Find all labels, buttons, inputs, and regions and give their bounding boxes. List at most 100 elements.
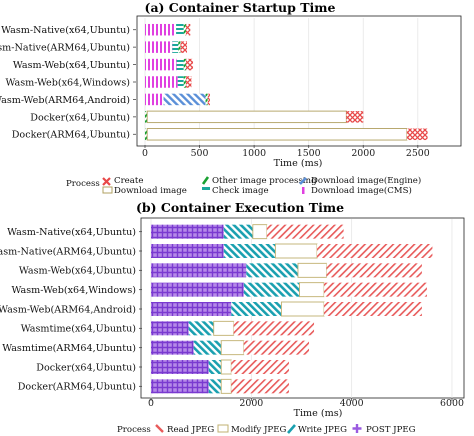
bar-segment-download-image-cms [145, 41, 173, 53]
category-label: Wasm-Web(x64,Windows) [5, 77, 130, 88]
bar-segment-other-image-processing [145, 111, 148, 123]
chart-title: (b) Container Execution Time [136, 200, 344, 215]
category-label: Wasmtime(x64,Ubuntu) [21, 324, 136, 335]
legend-item-post-jpeg: POST JPEG [352, 424, 416, 435]
bar-segment-create [346, 111, 364, 123]
legend: Process Create Download image Other imag… [66, 175, 421, 196]
bar-segment-create [406, 128, 428, 141]
bar-segment-modify-jpeg [280, 301, 325, 317]
bar-segment-download-image-cms [145, 58, 177, 71]
bar-segment-check-image [176, 23, 184, 36]
startup-chart: (a) Container Startup Time Wasm-Native(x… [0, 0, 462, 196]
bar-segment-read-jpeg [231, 379, 289, 394]
legend-title: Process [66, 179, 100, 189]
category-label: Wasm-Native(ARM64,Ubuntu) [0, 43, 130, 54]
read-jpeg-key [155, 424, 164, 433]
category-label: Wasm-Web(ARM64,Android) [0, 304, 136, 315]
modify-jpeg-key [217, 424, 229, 433]
category-label: Docker(x64,Ubuntu) [36, 362, 136, 373]
bar-segment-other-image-processing [178, 41, 181, 53]
legend-item-write-jpeg: Write JPEG [287, 424, 347, 435]
bar-segment-download-image-cms [145, 23, 177, 36]
bar-segment-write-jpeg [246, 263, 298, 278]
legend-label: Create [114, 176, 143, 186]
other-processing-key [201, 176, 210, 185]
bar-segment-other-image-processing [183, 58, 186, 71]
legend-item-download-image: Download image [102, 186, 187, 196]
bar-segment-create [207, 93, 210, 106]
bar-segment-modify-jpeg [220, 359, 232, 375]
write-jpeg-key [287, 424, 296, 434]
bar-segment-other-image-processing [183, 23, 186, 36]
x-tick-label: 6000 [440, 398, 464, 409]
bar-segment-modify-jpeg [213, 320, 235, 336]
bar-segment-download-image-cms [145, 76, 178, 88]
legend-label: Read JPEG [167, 425, 214, 435]
bars [145, 23, 428, 141]
x-tick-labels: 0 500 1000 1500 2000 2500 [142, 145, 430, 159]
create-key [102, 177, 111, 186]
category-labels: Wasm-Native(x64,Ubuntu) Wasm-Native(ARM64… [0, 25, 136, 141]
legend-item-download-engine: Download image(Engine) [299, 175, 421, 186]
x-tick-label: 2000 [239, 398, 263, 409]
x-tick-label: 0 [148, 398, 154, 409]
bar-segment-modify-jpeg [220, 340, 245, 356]
bar-segment-other-image-processing [205, 93, 208, 106]
bar-segment-read-jpeg [243, 340, 310, 355]
legend-item-download-cms: Download image(CMS) [302, 185, 412, 196]
legend-item-modify-jpeg: Modify JPEG [217, 424, 286, 435]
bar-segment-read-jpeg [317, 244, 433, 258]
legend-label: Other image processing [212, 176, 317, 186]
bar-segment-post-jpeg [151, 360, 209, 374]
bar-segment-read-jpeg [324, 302, 422, 316]
x-tick-label: 0 [142, 148, 148, 159]
check-image-key [202, 187, 210, 190]
category-label: Wasm-Native(ARM64,Ubuntu) [0, 246, 136, 257]
bar-segment-write-jpeg [208, 379, 222, 394]
execution-chart: (b) Container Execution Time Wasm-Native… [0, 200, 465, 435]
bar-segment-post-jpeg [151, 379, 209, 394]
bars [151, 224, 433, 394]
category-label: Docker(ARM64,Ubuntu) [12, 130, 130, 141]
bar-segment-download-image-cms [145, 93, 164, 106]
legend-item-create: Create [102, 176, 143, 186]
bar-segment-post-jpeg [151, 244, 224, 258]
category-labels: Wasm-Native(x64,Ubuntu) Wasm-Native(ARM64… [0, 227, 142, 393]
x-tick-label: 2000 [351, 148, 375, 159]
bar-segment-modify-jpeg [252, 224, 268, 240]
bar-segment-check-image [172, 41, 179, 53]
category-label: Wasm-Native(x64,Ubuntu) [1, 25, 130, 36]
bar-segment-download-image [146, 110, 347, 124]
bar-segment-post-jpeg [151, 263, 247, 278]
bar-segment-read-jpeg [233, 321, 315, 336]
category-label: Docker(x64,Ubuntu) [30, 112, 130, 123]
bar-segment-modify-jpeg [297, 262, 328, 278]
bar-segment-check-image [177, 76, 184, 88]
legend-label: Download image(CMS) [311, 185, 412, 196]
legend-label: Download image(Engine) [311, 175, 421, 186]
bar-segment-download-image [146, 128, 408, 141]
legend-label: POST JPEG [366, 425, 416, 435]
x-tick-label: 2500 [406, 148, 430, 159]
bar-segment-download-image-engine [163, 93, 206, 106]
bar-segment-check-image [176, 58, 184, 71]
bar-segment-modify-jpeg [299, 282, 325, 298]
bar-segment-other-image-processing [183, 76, 186, 88]
legend-label: Download image [114, 186, 187, 196]
legend: Process Read JPEG Modify JPEG Write JPEG… [117, 424, 416, 435]
x-tick-label: 500 [191, 148, 209, 159]
bar-segment-create [185, 58, 194, 71]
bar-segment-write-jpeg [231, 302, 282, 316]
download-engine-key [299, 177, 307, 185]
x-tick-label: 4000 [340, 398, 364, 409]
legend-label: Check image [212, 186, 269, 196]
bar-segment-post-jpeg [151, 340, 194, 355]
bar-segment-read-jpeg [326, 263, 422, 278]
x-axis-label: Time (ms) [294, 408, 343, 419]
bar-segment-post-jpeg [151, 224, 224, 239]
legend-item-check-image: Check image [202, 186, 269, 196]
bar-segment-create [180, 41, 188, 53]
bar-segment-post-jpeg [151, 282, 244, 297]
